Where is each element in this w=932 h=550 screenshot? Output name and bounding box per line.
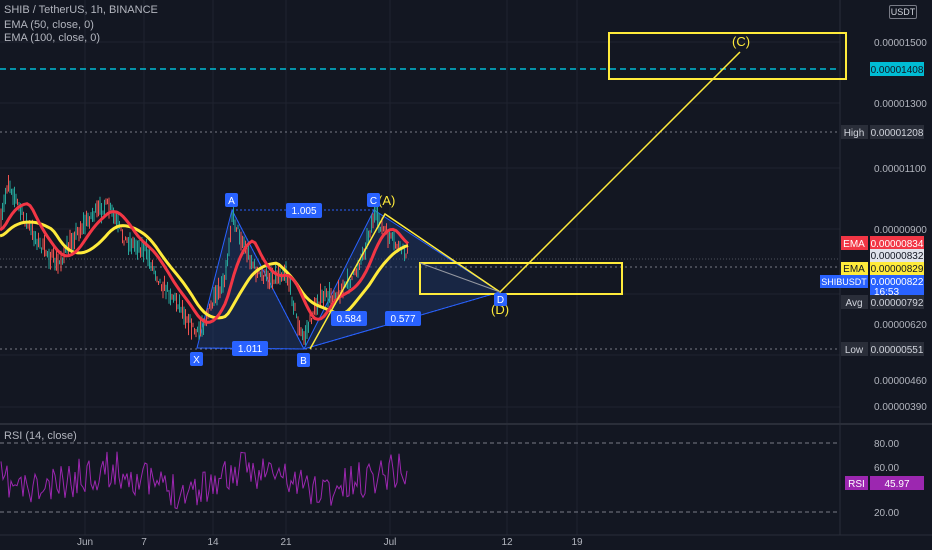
ema-50-legend[interactable]: EMA (50, close, 0): [4, 19, 94, 31]
symbol-price-label: SHIBUSDT 0.00000822 16:53: [820, 275, 924, 298]
time-axis[interactable]: Jun 7 14 21 Jul 12 19: [77, 537, 583, 548]
svg-text:0.00000822: 0.00000822: [871, 277, 924, 288]
ema-slow-label: EMA 0.00000829: [841, 262, 924, 275]
point-label-x[interactable]: X: [190, 352, 203, 366]
svg-text:X: X: [193, 355, 200, 366]
ema-fast-label: EMA 0.00000834: [841, 236, 924, 250]
mark-price-label: 0.00000832: [870, 249, 924, 262]
svg-text:0.00000832: 0.00000832: [871, 251, 924, 262]
svg-text:D: D: [497, 295, 504, 306]
time-tick: Jul: [384, 537, 397, 548]
svg-text:SHIBUSDT: SHIBUSDT: [821, 277, 867, 287]
svg-text:1.011: 1.011: [238, 344, 263, 355]
svg-text:0.00000792: 0.00000792: [871, 298, 924, 309]
projection-label-c: (C): [732, 34, 750, 49]
point-label-b[interactable]: B: [297, 353, 310, 367]
ratio-label-xa[interactable]: 1.011: [232, 341, 268, 356]
price-tick: 0.00000460: [874, 376, 927, 387]
svg-text:45.97: 45.97: [884, 479, 909, 490]
price-tick: 0.00000900: [874, 225, 927, 236]
ema-50-line[interactable]: [0, 202, 410, 324]
symbol-title[interactable]: SHIB / TetherUS, 1h, BINANCE: [4, 4, 158, 16]
price-tick: 0.00001300: [874, 99, 927, 110]
ratio-label-bc[interactable]: 0.577: [385, 311, 421, 326]
time-tick: 14: [207, 537, 219, 548]
cyan-level-label[interactable]: 0.00001408: [870, 62, 924, 76]
point-label-a[interactable]: A: [225, 193, 238, 207]
projection-label-a: (A): [378, 193, 395, 208]
svg-text:0.00001408: 0.00001408: [871, 65, 924, 76]
svg-text:0.584: 0.584: [336, 314, 361, 325]
rsi-tick: 80.00: [874, 439, 899, 450]
avg-label: Avg 0.00000792: [841, 295, 924, 309]
svg-text:C: C: [370, 196, 377, 207]
point-label-c[interactable]: C: [367, 193, 380, 207]
svg-text:EMA: EMA: [843, 264, 865, 275]
projection-drawing[interactable]: [309, 32, 847, 350]
time-tick: 19: [571, 537, 583, 548]
svg-text:High: High: [844, 128, 865, 139]
svg-text:0.577: 0.577: [390, 314, 415, 325]
svg-text:0.00001208: 0.00001208: [871, 128, 924, 139]
low-label: Low 0.00000551: [841, 342, 924, 356]
svg-text:0.00000829: 0.00000829: [871, 264, 924, 275]
svg-text:0.00000834: 0.00000834: [871, 239, 924, 250]
projection-grey-line: [419, 262, 501, 293]
ratio-label-ab[interactable]: 0.584: [331, 311, 367, 326]
svg-text:EMA: EMA: [843, 239, 865, 250]
ema-100-legend[interactable]: EMA (100, close, 0): [4, 32, 100, 44]
time-tick: 21: [280, 537, 292, 548]
time-tick: 7: [141, 537, 147, 548]
time-tick: 12: [501, 537, 513, 548]
svg-text:1.005: 1.005: [291, 206, 316, 217]
price-tick: 0.00001100: [874, 164, 927, 175]
currency-badge[interactable]: USDT: [889, 5, 917, 19]
rsi-tick: 20.00: [874, 508, 899, 519]
rsi-line[interactable]: [0, 451, 408, 510]
point-label-d[interactable]: D: [494, 293, 507, 306]
high-label: High 0.00001208: [841, 125, 924, 139]
rsi-tick: 60.00: [874, 463, 899, 474]
svg-text:Avg: Avg: [845, 298, 862, 309]
svg-text:RSI: RSI: [848, 479, 865, 490]
rsi-bands: [0, 442, 840, 513]
price-tick: 0.00001500: [874, 38, 927, 49]
ratio-label-xb[interactable]: 1.005: [286, 203, 322, 218]
rsi-legend[interactable]: RSI (14, close): [4, 430, 77, 442]
svg-text:0.00000551: 0.00000551: [871, 345, 924, 356]
bar-countdown: 16:53: [874, 287, 899, 298]
price-tick: 0.00000390: [874, 402, 927, 413]
svg-text:B: B: [300, 356, 307, 367]
svg-text:A: A: [228, 196, 235, 207]
price-tick: 0.00000620: [874, 320, 927, 331]
time-tick: Jun: [77, 537, 93, 548]
rsi-value-label: RSI 45.97: [845, 476, 924, 490]
price-axis[interactable]: 0.00001500 0.00001300 0.00001100 0.00000…: [874, 38, 927, 519]
svg-text:Low: Low: [845, 345, 864, 356]
